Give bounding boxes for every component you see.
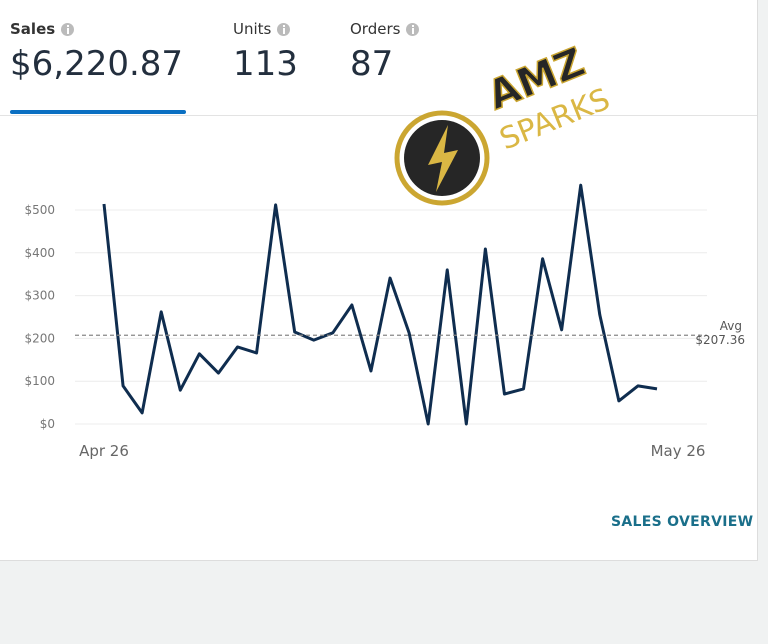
metric-label: Units [233,20,272,38]
sales-card: Sales $6,220.87 Units 113 Orders 87 SALE… [0,0,758,561]
selected-indicator [10,110,186,114]
y-tick-label: $500 [24,203,55,217]
sales-overview-link[interactable]: SALES OVERVIEW [611,514,754,530]
watermark: AMZ SPARKS [394,38,615,206]
tab-sales[interactable]: Sales $6,220.87 [10,20,183,84]
metric-value: $6,220.87 [10,44,184,84]
y-tick-label: $0 [40,417,55,431]
x-axis-label: Apr 26 [79,442,129,460]
average-title: Avg [720,319,742,333]
tab-units[interactable]: Units 113 [233,20,298,84]
y-tick-label: $100 [24,374,55,388]
y-tick-label: $400 [24,246,55,260]
info-icon[interactable] [406,22,420,36]
divider [0,115,757,116]
y-tick-label: $200 [24,331,55,345]
y-tick-label: $300 [24,289,55,303]
metric-value: 87 [350,44,394,84]
logo-bolt [428,125,458,192]
average-label: $207.36 [695,333,745,347]
metric-label: Sales [10,20,56,38]
info-icon[interactable] [277,22,291,36]
x-axis-label: May 26 [651,442,706,460]
metric-value: 113 [233,44,298,84]
tab-orders[interactable]: Orders 87 [350,20,420,84]
sales-line [102,183,658,426]
info-icon[interactable] [61,22,75,36]
metric-label: Orders [350,20,401,38]
